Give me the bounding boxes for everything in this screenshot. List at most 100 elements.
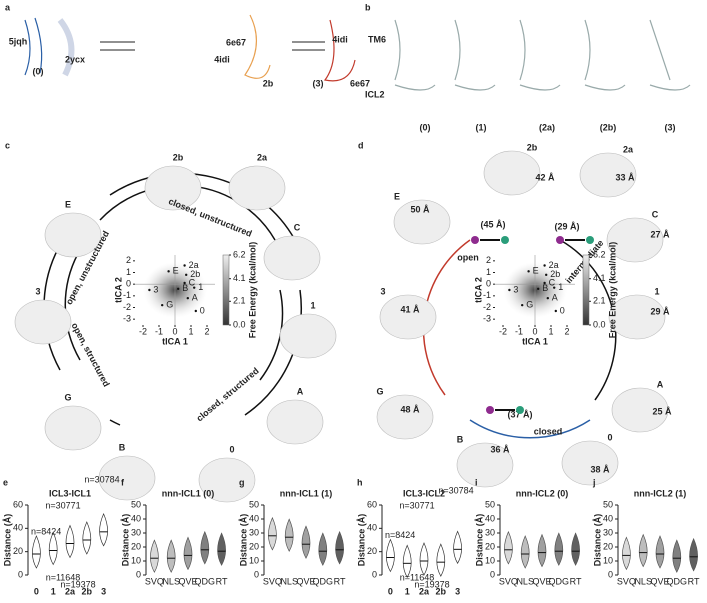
helix bbox=[323, 19, 356, 82]
annotation: n=30784 bbox=[438, 485, 473, 495]
state-point-label: B bbox=[542, 283, 548, 293]
state-point bbox=[167, 270, 170, 273]
arc-label: open, structured bbox=[69, 321, 111, 388]
annotation: n=30771 bbox=[45, 500, 80, 510]
x-tick-label: QDG bbox=[195, 576, 216, 586]
x-tick-label: -1 bbox=[515, 326, 523, 336]
structure-sketch bbox=[44, 405, 102, 451]
y-tick-label: 40 bbox=[603, 513, 613, 523]
structure-sketch bbox=[266, 399, 324, 445]
state-point-label: 2a bbox=[189, 260, 199, 270]
state-point-label: A bbox=[552, 293, 558, 303]
helix bbox=[394, 19, 671, 81]
x-tick-label: 1 bbox=[188, 326, 193, 336]
colorbar-tick-label: 6.2 bbox=[233, 249, 246, 259]
state-point bbox=[148, 288, 151, 292]
state-point bbox=[185, 273, 188, 277]
label: (1) bbox=[476, 122, 487, 132]
panel-label: e bbox=[3, 477, 8, 487]
x-axis-label: tICA 1 bbox=[522, 336, 548, 346]
helix bbox=[244, 14, 271, 79]
y-tick-label: 60 bbox=[367, 499, 377, 509]
y-tick-label: 0 bbox=[490, 569, 495, 579]
state-point-label: 2a bbox=[549, 260, 559, 270]
state-label: 2a bbox=[623, 144, 634, 154]
annotation: n=30784 bbox=[84, 474, 119, 484]
distance-label: 48 Å bbox=[400, 404, 420, 414]
arrows bbox=[100, 41, 325, 51]
annotation: n=11648 bbox=[400, 572, 435, 582]
x-tick-label: SVQ bbox=[617, 576, 636, 586]
annotation: n=8424 bbox=[31, 526, 61, 536]
y-tick-label: 20 bbox=[13, 546, 23, 556]
y-tick-label: 40 bbox=[249, 513, 259, 523]
violin bbox=[48, 531, 58, 566]
x-tick-label: 0 bbox=[34, 586, 39, 596]
structure-sketch bbox=[611, 387, 669, 433]
y-tick-label: 2 bbox=[486, 255, 491, 265]
state-point bbox=[193, 286, 196, 289]
mean-distance: (37 Å) bbox=[507, 409, 532, 419]
state-point-label: 0 bbox=[560, 305, 565, 315]
y-tick-label: 0 bbox=[136, 569, 141, 579]
violin bbox=[200, 530, 210, 565]
state-label: G bbox=[64, 392, 71, 402]
state-point bbox=[177, 287, 180, 291]
state-point-label: 1 bbox=[558, 282, 563, 292]
y-tick-label: 30 bbox=[249, 527, 259, 537]
label: 5jqh bbox=[9, 36, 28, 46]
x-tick-label: 2a bbox=[65, 586, 76, 596]
distance-label: 27 Å bbox=[650, 229, 670, 239]
y-tick-label: 10 bbox=[603, 555, 613, 565]
y-tick-label: 20 bbox=[249, 541, 259, 551]
state-point bbox=[546, 296, 549, 300]
x-tick-label: QVE bbox=[178, 576, 197, 586]
colorbar-tick-label: 2.1 bbox=[593, 296, 606, 306]
violin bbox=[672, 539, 682, 573]
y-tick-label: 1 bbox=[126, 267, 131, 277]
y-axis-label: Distance (Å) bbox=[592, 514, 602, 567]
pin bbox=[471, 236, 479, 244]
label: 2b bbox=[263, 78, 274, 88]
colorbar-tick-label: 0.0 bbox=[233, 319, 246, 329]
x-tick-label: NLS bbox=[162, 576, 180, 586]
state-point-label: C bbox=[549, 277, 556, 287]
label: (3) bbox=[313, 78, 324, 88]
x-tick-label: NLS bbox=[634, 576, 652, 586]
violin bbox=[183, 536, 193, 571]
violin bbox=[99, 512, 108, 547]
distance-label: 42 Å bbox=[535, 172, 555, 182]
state-label: 2b bbox=[173, 152, 184, 162]
violin bbox=[504, 530, 513, 565]
y-tick-label: 10 bbox=[485, 555, 495, 565]
structure-sketch bbox=[483, 150, 541, 196]
x-tick-label: 3 bbox=[101, 586, 106, 596]
distance-label: 29 Å bbox=[650, 306, 670, 316]
distance-label: 38 Å bbox=[590, 464, 610, 474]
structure-sketch bbox=[456, 442, 514, 488]
x-axis-label: tICA 1 bbox=[162, 336, 188, 346]
y-axis-label: tICA 2 bbox=[113, 277, 123, 303]
colorbar-tick-label: 0.0 bbox=[593, 319, 606, 329]
y-axis-label: Distance (Å) bbox=[120, 514, 130, 567]
y-tick-label: 50 bbox=[131, 499, 141, 509]
colorbar-tick-label: 6.2 bbox=[593, 249, 606, 259]
y-tick-label: 0 bbox=[486, 279, 491, 289]
state-point-label: G bbox=[166, 300, 173, 310]
state-point bbox=[554, 309, 557, 313]
state-label: 1 bbox=[310, 300, 315, 310]
violin bbox=[335, 530, 344, 565]
y-tick-label: 0 bbox=[608, 569, 613, 579]
annotation: n=11648 bbox=[46, 572, 81, 582]
structure-sketch bbox=[579, 152, 637, 198]
panel-label: c bbox=[5, 140, 10, 150]
violin bbox=[386, 538, 395, 573]
y-axis-label: Distance (Å) bbox=[2, 514, 12, 567]
state-label: 2a bbox=[257, 152, 268, 162]
x-tick-label: QDG bbox=[549, 576, 570, 586]
chart-title: nnn-ICL2 (0) bbox=[516, 488, 569, 498]
colorbar bbox=[582, 254, 590, 326]
y-tick-label: 40 bbox=[367, 523, 377, 533]
label: 4idi bbox=[332, 34, 348, 44]
y-tick-label: -2 bbox=[483, 302, 491, 312]
